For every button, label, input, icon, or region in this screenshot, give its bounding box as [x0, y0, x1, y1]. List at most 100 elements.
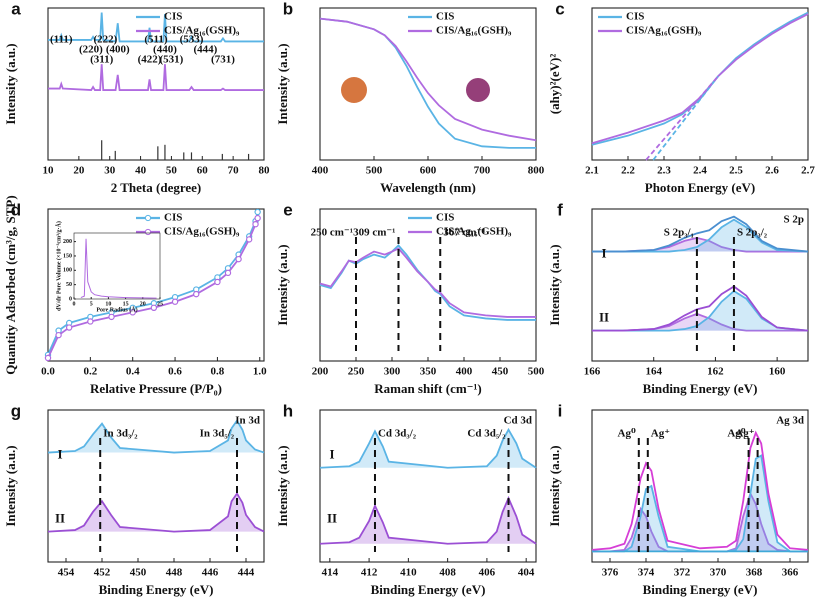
x-tick-label: 0.8 — [211, 366, 225, 378]
area — [48, 420, 264, 453]
annotation: (731) — [211, 54, 235, 66]
marker — [254, 214, 261, 222]
x-tick-label: 410 — [400, 567, 417, 579]
x-tick-label: 450 — [492, 366, 509, 378]
spectrum-label: In 3d — [235, 415, 260, 427]
annotation: In 3d₃/₂ — [103, 428, 138, 440]
legend-label: CIS/Ag₁₆(GSH)₉ — [164, 226, 240, 238]
x-tick-label: 500 — [366, 165, 383, 177]
series-line — [592, 289, 809, 332]
annotation: S 2p₃/₁ — [664, 227, 694, 239]
x-tick-label: 60 — [197, 165, 209, 177]
inset-photo — [466, 78, 490, 102]
marker — [245, 236, 253, 243]
y-axis-label: (ahy)²(eV)² — [547, 54, 562, 115]
curve-label: II — [599, 309, 609, 324]
area — [592, 219, 808, 252]
panel-label: i — [558, 401, 563, 420]
x-axis-label: Binding Energy (eV) — [643, 381, 758, 396]
panel-label: h — [283, 401, 293, 420]
x-tick-label: 20 — [73, 165, 85, 177]
curve-label: II — [55, 510, 65, 525]
plot-frame — [73, 232, 161, 300]
y-axis-label: Intensity (a.u.) — [275, 445, 290, 526]
annotation: Ag⁺ — [651, 428, 670, 440]
x-tick-label: 500 — [528, 366, 545, 378]
x-tick-label: 80 — [259, 165, 271, 177]
x-tick-label: 400 — [456, 366, 473, 378]
annotation: (111) — [50, 34, 73, 46]
annotation: 309 cm⁻¹ — [353, 227, 395, 239]
plot-frame — [47, 409, 265, 563]
x-tick-label: 70 — [228, 165, 240, 177]
annotation: Cd 3d₃/₂ — [378, 428, 417, 440]
series-line — [652, 75, 719, 161]
marker — [214, 278, 221, 286]
x-tick-label: 0 — [73, 301, 76, 307]
x-tick-label: 446 — [202, 567, 219, 579]
legend-marker — [144, 214, 152, 222]
x-tick-label: 250 — [348, 366, 365, 378]
panel-label: c — [555, 0, 564, 18]
x-axis-label: Wavelength (nm) — [380, 180, 476, 195]
x-axis-label: Relative Pressure (P/P₀) — [90, 381, 222, 396]
y-tick-label: 50 — [66, 282, 72, 288]
y-tick-label: 150 — [63, 253, 72, 259]
y-tick-label: 200 — [63, 239, 72, 245]
x-tick-label: 368 — [746, 567, 763, 579]
x-tick-label: 412 — [361, 567, 378, 579]
annotation: 250 cm⁻¹ — [311, 227, 353, 239]
x-axis-label: Pore Radius (Å) — [96, 305, 137, 313]
x-tick-label: 350 — [420, 366, 437, 378]
x-tick-label: 162 — [707, 366, 724, 378]
annotation: (422) — [138, 54, 162, 66]
annotation: 367 cm⁻¹ — [443, 227, 485, 239]
annotation: (444) — [193, 44, 217, 56]
x-tick-label: 2.1 — [585, 165, 599, 177]
marker — [171, 298, 179, 305]
annotation: Ag⁺ — [735, 428, 754, 440]
marker — [44, 354, 52, 362]
y-axis-label: Intensity (a.u.) — [3, 445, 18, 526]
series-line — [592, 285, 809, 332]
series-line — [319, 17, 537, 142]
x-tick-label: 370 — [710, 567, 727, 579]
marker — [108, 313, 115, 321]
legend-label: CIS/Ag₁₆(GSH)₉ — [436, 25, 512, 37]
annotation: (220) — [79, 44, 103, 56]
x-axis-label: Binding Energy (eV) — [99, 582, 214, 597]
y-axis-label: Intensity (a.u.) — [547, 244, 562, 325]
spectrum-label: Ag 3d — [776, 415, 804, 427]
series-line — [47, 418, 265, 454]
x-tick-label: 0.0 — [41, 366, 55, 378]
area — [48, 493, 264, 532]
x-tick-label: 164 — [645, 366, 662, 378]
panel-label: g — [11, 401, 21, 420]
x-tick-label: 300 — [384, 366, 401, 378]
x-tick-label: 25 — [157, 301, 163, 307]
series-line — [48, 64, 264, 92]
plot-frame — [47, 7, 265, 161]
x-tick-label: 10 — [105, 301, 111, 307]
x-tick-label: 2.3 — [657, 165, 671, 177]
series-line — [592, 454, 808, 553]
legend-label: CIS/Ag₁₆(GSH)₉ — [164, 25, 240, 37]
series-line — [48, 12, 264, 43]
x-tick-label: 2.5 — [729, 165, 743, 177]
marker — [87, 318, 94, 325]
annotation: In 3d₅/₂ — [200, 428, 235, 440]
x-tick-label: 600 — [420, 165, 437, 177]
spectrum-label: S 2p — [784, 214, 805, 226]
x-tick-label: 200 — [312, 366, 329, 378]
curve-label: I — [329, 447, 334, 462]
marker — [224, 269, 232, 277]
series-line — [592, 218, 809, 253]
series-line — [80, 238, 157, 299]
curve-label: I — [57, 447, 62, 462]
annotation: Ag⁰ — [727, 428, 745, 440]
x-tick-label: 30 — [104, 165, 116, 177]
y-axis-label: dV/dr Pore Volume (×10⁻³cm³/g·Å) — [54, 221, 62, 311]
series-line — [591, 430, 809, 551]
annotation: (440) — [153, 44, 177, 56]
